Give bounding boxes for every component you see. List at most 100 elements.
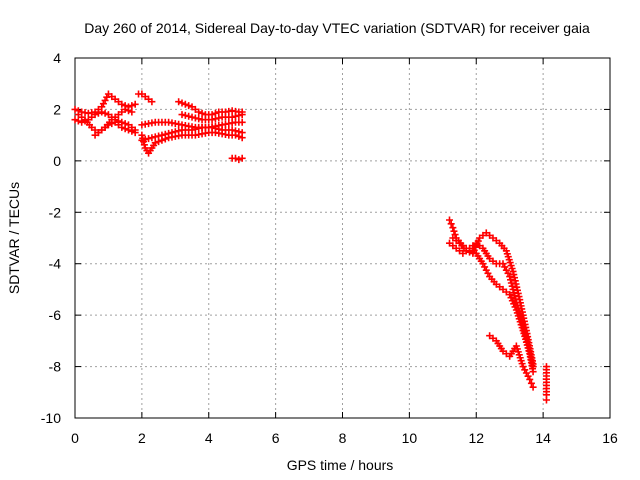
- series-track-h: [138, 123, 246, 144]
- data-point: [151, 139, 159, 147]
- data-point-interp: [145, 135, 153, 143]
- data-point: [195, 108, 203, 116]
- x-tick-label: 10: [402, 430, 418, 446]
- data-point: [188, 113, 196, 121]
- y-tick-label: -10: [41, 410, 61, 426]
- data-point-interp: [121, 125, 129, 133]
- data-point-interp: [232, 112, 239, 120]
- data-point-interp: [211, 124, 219, 132]
- data-point: [138, 136, 146, 144]
- data-point-interp: [232, 127, 239, 135]
- series-track-m: [446, 239, 537, 371]
- data-point-interp: [125, 107, 132, 115]
- chart-title: Day 260 of 2014, Sidereal Day-to-day VTE…: [84, 20, 590, 36]
- data-points: [71, 90, 550, 404]
- data-point-interp: [447, 220, 455, 228]
- data-point-interp: [509, 285, 517, 293]
- data-point-interp: [508, 282, 516, 290]
- data-point: [131, 100, 139, 108]
- data-point-interp: [141, 135, 149, 143]
- data-point: [71, 116, 79, 124]
- y-tick-label: 4: [53, 50, 61, 66]
- data-point: [148, 98, 156, 106]
- y-tick-label: 0: [53, 153, 61, 169]
- data-point: [506, 273, 514, 281]
- data-point-interp: [101, 109, 109, 117]
- series-track-i: [175, 98, 246, 119]
- data-point-interp: [155, 132, 163, 140]
- data-point: [462, 247, 470, 255]
- data-point: [71, 105, 79, 113]
- data-point: [168, 129, 176, 137]
- data-point-interp: [161, 130, 169, 138]
- data-point: [158, 131, 166, 139]
- data-point-interp: [128, 127, 136, 135]
- data-point: [91, 111, 99, 119]
- data-point-interp: [235, 111, 243, 119]
- data-point-interp: [108, 120, 116, 128]
- data-point-interp: [466, 248, 474, 256]
- data-point-interp: [215, 125, 223, 133]
- data-point: [181, 100, 189, 108]
- data-point-interp: [211, 115, 219, 123]
- data-point: [208, 116, 216, 124]
- series-track-p: [542, 363, 550, 404]
- y-axis-label: SDTVAR / TECUs: [6, 182, 22, 294]
- data-point-interp: [215, 114, 223, 122]
- data-point-interp: [450, 227, 458, 235]
- y-tick-label: -4: [49, 256, 62, 272]
- data-point-interp: [191, 125, 199, 133]
- data-point: [238, 111, 246, 119]
- x-axis-label: GPS time / hours: [287, 457, 394, 473]
- axis-ticks: 0 2 4 6 8 10 12 14 16 -10 -8 -6 -4 -2 0 2 4: [41, 50, 618, 446]
- data-point-interp: [74, 117, 82, 125]
- data-point: [446, 216, 453, 224]
- data-point-interp: [198, 109, 206, 117]
- data-point: [131, 129, 139, 137]
- data-point: [529, 360, 537, 368]
- data-point: [98, 108, 106, 116]
- x-tick-label: 0: [71, 430, 79, 446]
- data-point-interp: [191, 114, 199, 122]
- series-track-j: [178, 111, 246, 124]
- data-point: [148, 134, 156, 142]
- data-point-interp: [178, 99, 186, 107]
- data-point-interp: [165, 129, 173, 137]
- data-point-interp: [171, 128, 179, 136]
- data-point: [118, 100, 126, 108]
- data-point-interp: [151, 133, 159, 141]
- x-tick-label: 16: [602, 430, 618, 446]
- series-track-n: [449, 229, 537, 368]
- data-point: [542, 396, 550, 404]
- data-point: [188, 126, 196, 134]
- data-point-interp: [235, 128, 243, 136]
- x-tick-label: 4: [205, 430, 213, 446]
- x-tick-label: 6: [272, 430, 280, 446]
- x-tick-label: 12: [468, 430, 484, 446]
- data-point: [529, 383, 537, 391]
- data-point-interp: [507, 279, 515, 287]
- data-point: [118, 123, 126, 131]
- x-tick-label: 8: [339, 430, 347, 446]
- y-tick-label: -6: [49, 307, 62, 323]
- data-point-interp: [175, 127, 183, 135]
- data-point: [228, 113, 236, 121]
- data-point-interp: [527, 379, 535, 387]
- data-point: [125, 126, 132, 134]
- y-tick-label: 2: [53, 101, 61, 117]
- series-track-e: [135, 90, 156, 106]
- y-tick-label: -8: [49, 359, 62, 375]
- data-point-interp: [140, 141, 148, 149]
- data-point: [526, 375, 534, 383]
- y-tick-label: -2: [49, 204, 62, 220]
- data-point-interp: [507, 276, 515, 284]
- series-track-k: [228, 154, 246, 164]
- data-point: [228, 126, 236, 134]
- data-point-interp: [195, 115, 203, 123]
- data-point: [104, 121, 112, 129]
- data-point-interp: [181, 111, 189, 119]
- data-point: [235, 156, 243, 164]
- series-track-g: [138, 129, 246, 157]
- data-point: [238, 129, 246, 137]
